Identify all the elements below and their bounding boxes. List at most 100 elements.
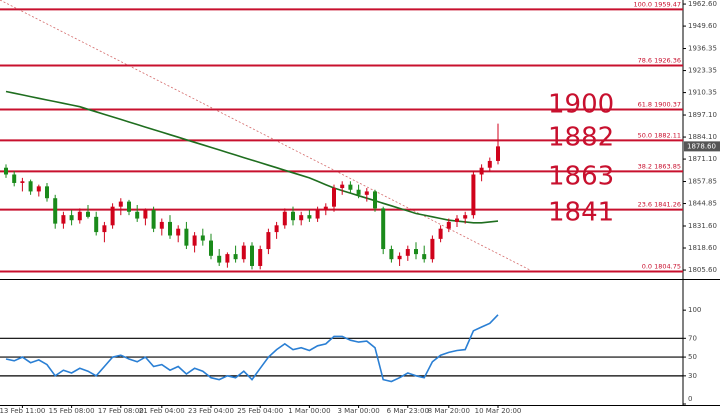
candle-body	[209, 240, 213, 256]
y-tick-label: 1805.60	[688, 266, 717, 274]
fib-label: 78.6 1926.36	[638, 56, 681, 64]
candle-body	[463, 215, 468, 219]
indicator-tick-label: 70	[688, 334, 697, 342]
candle-body	[12, 174, 17, 183]
level-annotation: 1900	[548, 90, 614, 120]
fib-label: 50.0 1882.11	[638, 131, 681, 139]
candle-body	[118, 201, 123, 207]
candle-body	[241, 245, 246, 260]
candle-body	[266, 232, 271, 250]
candle-body	[356, 189, 361, 195]
candle-body	[20, 181, 25, 183]
candle-body	[53, 198, 58, 224]
candle-body	[414, 249, 418, 255]
candle-body	[143, 210, 148, 219]
x-tick-label: 13 Feb 11:00	[0, 407, 45, 415]
candle-body	[250, 245, 254, 266]
candle-body	[176, 228, 181, 236]
current-price-label: 1878.60	[687, 142, 716, 150]
candle-body	[94, 216, 99, 233]
candle-body	[159, 221, 164, 229]
candle-body	[471, 174, 476, 216]
indicator-tick-label: 0	[688, 395, 692, 403]
y-tick-label: 1831.60	[688, 222, 717, 230]
candle-body	[151, 210, 156, 229]
candle-body	[200, 235, 205, 241]
candle-body	[299, 215, 304, 221]
candle-body	[102, 225, 107, 233]
trend-line	[0, 0, 531, 271]
candle-body	[455, 218, 459, 222]
x-tick-label: 3 Mar 00:00	[337, 407, 379, 415]
candle-body	[69, 215, 74, 221]
x-tick-label: 23 Feb 04:00	[188, 407, 234, 415]
candle-body	[479, 167, 484, 175]
y-tick-label: 1923.35	[688, 67, 717, 75]
candle-body	[274, 225, 279, 233]
candle-body	[86, 211, 90, 217]
y-tick-label: 1910.35	[688, 89, 717, 97]
candle-body	[348, 184, 353, 190]
candle-body	[77, 211, 82, 221]
candle-body	[381, 208, 386, 250]
fib-label: 0.0 1804.75	[642, 262, 681, 270]
candle-body	[430, 238, 435, 260]
x-tick-label: 8 Mar 20:00	[428, 407, 470, 415]
candle-body	[364, 191, 369, 195]
level-annotation: 1863	[548, 162, 614, 192]
x-tick-label: 15 Feb 08:00	[49, 407, 95, 415]
indicator-tick-label: 30	[688, 372, 697, 380]
y-tick-label: 1962.60	[688, 0, 717, 8]
candle-body	[315, 210, 320, 219]
y-tick-label: 1818.60	[688, 244, 717, 252]
candle-body	[4, 167, 8, 175]
x-tick-label: 25 Feb 04:00	[237, 407, 283, 415]
candle-body	[258, 249, 263, 266]
candle-body	[168, 221, 172, 236]
y-tick-label: 1897.10	[688, 111, 717, 119]
candle-body	[397, 255, 402, 260]
candle-body	[438, 228, 443, 239]
candle-body	[340, 184, 345, 189]
candle-body	[110, 206, 115, 226]
x-tick-label: 17 Feb 08:00	[98, 407, 144, 415]
candle-body	[61, 215, 66, 224]
candle-body	[323, 206, 328, 211]
candle-body	[233, 254, 238, 260]
fib-label: 38.2 1863.85	[638, 162, 681, 170]
candle-body	[217, 255, 222, 263]
candle-body	[291, 211, 295, 221]
candle-body	[135, 211, 140, 219]
candle-body	[332, 188, 336, 207]
y-tick-label: 1844.85	[688, 200, 717, 208]
y-tick-label: 1884.10	[688, 133, 717, 141]
y-tick-label: 1936.35	[688, 45, 717, 53]
x-tick-label: 6 Mar 23:00	[387, 407, 429, 415]
indicator-line	[5, 314, 499, 383]
candle-body	[282, 211, 287, 226]
candle-body	[373, 191, 377, 209]
candle-body	[45, 186, 49, 199]
candle-body	[225, 254, 230, 263]
fib-label: 100.0 1959.47	[633, 0, 681, 8]
current-price-box	[684, 141, 720, 152]
candle-body	[389, 249, 394, 260]
y-tick-label: 1949.60	[688, 22, 717, 30]
candle-body	[496, 146, 500, 161]
candle-body	[127, 201, 131, 212]
x-tick-label: 21 Feb 04:00	[139, 407, 185, 415]
level-annotation: 1882	[548, 123, 614, 153]
candle-body	[184, 228, 189, 246]
candle-body	[405, 249, 410, 256]
moving-average	[5, 90, 499, 224]
y-tick-label: 1871.10	[688, 155, 717, 163]
x-tick-label: 1 Mar 00:00	[288, 407, 330, 415]
candle-body	[28, 181, 33, 192]
candle-body	[307, 215, 312, 219]
candle-body	[446, 221, 451, 229]
candle-body	[192, 235, 197, 246]
indicator-tick-label: 100	[688, 306, 701, 314]
x-tick-label: 10 Mar 20:00	[475, 407, 522, 415]
